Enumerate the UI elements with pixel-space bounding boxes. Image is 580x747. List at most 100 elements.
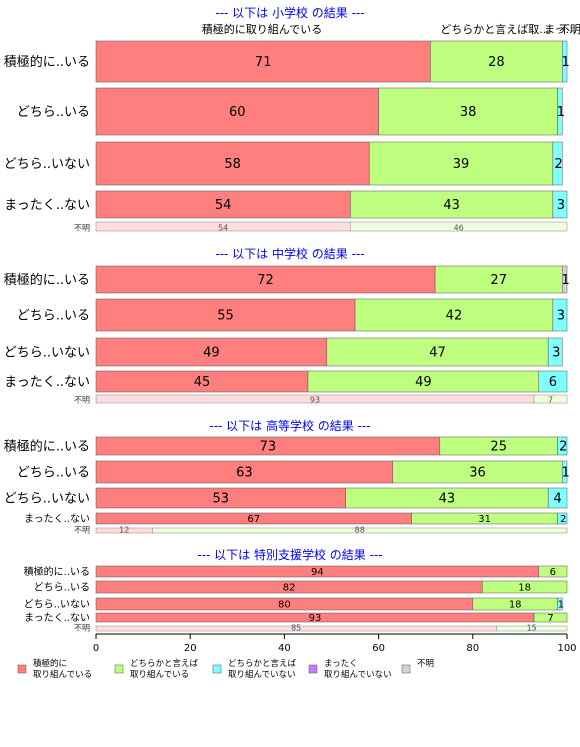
bar-row: どちら..いる 55 42 3 — [17, 298, 568, 332]
bar-segment — [326, 337, 549, 367]
bar-segment — [547, 337, 563, 367]
legend-swatch — [401, 664, 411, 674]
data-label: 2 — [560, 514, 566, 525]
top-label-cat2: どちらかと言えば取... — [440, 23, 550, 36]
bar-segment — [557, 597, 563, 611]
bar-row: どちら..いない 58 39 2 — [4, 141, 563, 186]
data-label: 55 — [217, 309, 234, 324]
legend-swatch — [212, 664, 222, 674]
legend-swatch — [114, 664, 124, 674]
unknown-row-label: 不明 — [74, 624, 90, 633]
data-label: 42 — [446, 309, 463, 324]
category-label: 積極的に..いる — [24, 565, 90, 578]
data-label: 63 — [236, 466, 253, 481]
bar-row: どちら..いない 80 18 1 — [24, 597, 564, 611]
bar-segment — [552, 298, 568, 332]
data-label: 53 — [213, 492, 230, 507]
unknown-label: 54 — [218, 224, 228, 233]
data-label: 93 — [309, 613, 322, 624]
top-label-cat1: 積極的に取り組んでいる — [202, 22, 322, 36]
bar-segment — [95, 87, 379, 136]
unknown-label: 93 — [310, 396, 320, 405]
bar-row: どちら..いる 63 36 1 — [17, 460, 570, 484]
bar-row: 積極的に..いる 94 6 — [24, 565, 568, 578]
category-label: どちら..いる — [17, 105, 90, 120]
category-label: まったく..ない — [4, 198, 90, 213]
data-label: 60 — [229, 105, 246, 120]
x-tick-label: 40 — [278, 643, 291, 654]
legend-item: 積極的に取り組んでいる — [17, 658, 92, 680]
unknown-label: 85 — [291, 624, 301, 633]
bar-row: まったく..ない 54 43 3 — [4, 190, 568, 219]
data-label: 43 — [439, 492, 456, 507]
bar-segment — [562, 460, 568, 484]
bar-row: 積極的に..いる 72 27 1 — [4, 265, 570, 294]
bar-segment — [95, 298, 356, 332]
data-label: 80 — [278, 600, 291, 611]
panel-2: --- 以下は 中学校 の結果 --- 積極的に..いる 72 27 1 どちら..いる 5… — [4, 246, 570, 405]
data-label: 67 — [247, 514, 260, 525]
category-label: どちら..いる — [34, 582, 90, 594]
panel-3: --- 以下は 高等学校 の結果 --- 積極的に..いる 73 25 2 どちら..いる… — [4, 418, 570, 535]
data-label: 94 — [311, 567, 324, 578]
unknown-row-label: 不明 — [74, 396, 90, 405]
data-label: 3 — [552, 346, 560, 361]
legend-label: どちらかと言えば — [228, 658, 297, 669]
panel-title: --- 以下は 高等学校 の結果 --- — [209, 418, 370, 433]
data-label: 2 — [554, 157, 562, 172]
data-label: 18 — [518, 583, 531, 594]
unknown-label: 46 — [454, 224, 464, 233]
data-label: 3 — [557, 198, 565, 213]
x-tick-label: 20 — [184, 643, 197, 654]
unknown-segment — [533, 394, 568, 404]
legend-label: 取り組んでいる — [130, 669, 189, 680]
legend-label: 取り組んでいない — [228, 669, 296, 680]
bar-segment — [533, 612, 568, 623]
data-label: 49 — [415, 375, 432, 390]
data-label: 28 — [488, 55, 505, 70]
category-label: どちら..いない — [4, 492, 90, 507]
top-label-cat4: まっ... — [544, 23, 576, 36]
data-label: 1 — [562, 273, 570, 288]
unknown-label: 7 — [548, 396, 553, 405]
panel-title: --- 以下は 特別支援学校 の結果 --- — [197, 547, 382, 562]
bar-segment — [562, 265, 568, 294]
data-label: 18 — [509, 600, 522, 611]
x-tick-label: 80 — [466, 643, 479, 654]
panel-4: --- 以下は 特別支援学校 の結果 --- 積極的に..いる 94 6 どちら..いる… — [24, 547, 568, 633]
bar-segment — [552, 190, 568, 219]
bar-segment — [552, 141, 563, 186]
top-label-cat5: 不明 — [559, 23, 580, 36]
bar-segment — [354, 298, 554, 332]
data-label: 6 — [549, 375, 557, 390]
unknown-label: 15 — [527, 624, 537, 633]
legend-swatch — [308, 664, 318, 674]
x-tick-label: 60 — [372, 643, 385, 654]
bar-row: どちら..いない 53 43 4 — [4, 487, 568, 509]
unknown-row-label: 不明 — [74, 224, 90, 233]
bar-segment — [378, 87, 558, 136]
bar-row: まったく..ない 45 49 6 — [4, 370, 568, 393]
bar-segment — [557, 436, 568, 456]
category-label: 積極的に..いる — [4, 439, 90, 455]
legend-item: 不明 — [401, 659, 434, 674]
bar-segment — [434, 265, 563, 294]
bar-row: まったく..ない 93 7 — [24, 612, 568, 624]
bar-segment — [95, 265, 436, 294]
data-label: 31 — [478, 514, 491, 525]
data-label: 4 — [553, 492, 561, 507]
bar-row: 積極的に..いる 73 25 2 — [4, 436, 568, 456]
bar-row: どちら..いる 82 18 — [34, 580, 568, 594]
panel-title: --- 以下は 小学校 の結果 --- — [215, 5, 364, 20]
x-axis: 0 20 40 60 80 100 — [93, 633, 577, 654]
bar-segment — [368, 141, 554, 186]
data-label: 49 — [203, 346, 220, 361]
bar-segment — [95, 190, 351, 219]
data-label: 38 — [460, 105, 477, 120]
unknown-row: 不明 12 88 — [74, 526, 568, 535]
panel-1: --- 以下は 小学校 の結果 --- 積極的に..いる 71 28 1 どちら..いる 6… — [4, 5, 570, 233]
